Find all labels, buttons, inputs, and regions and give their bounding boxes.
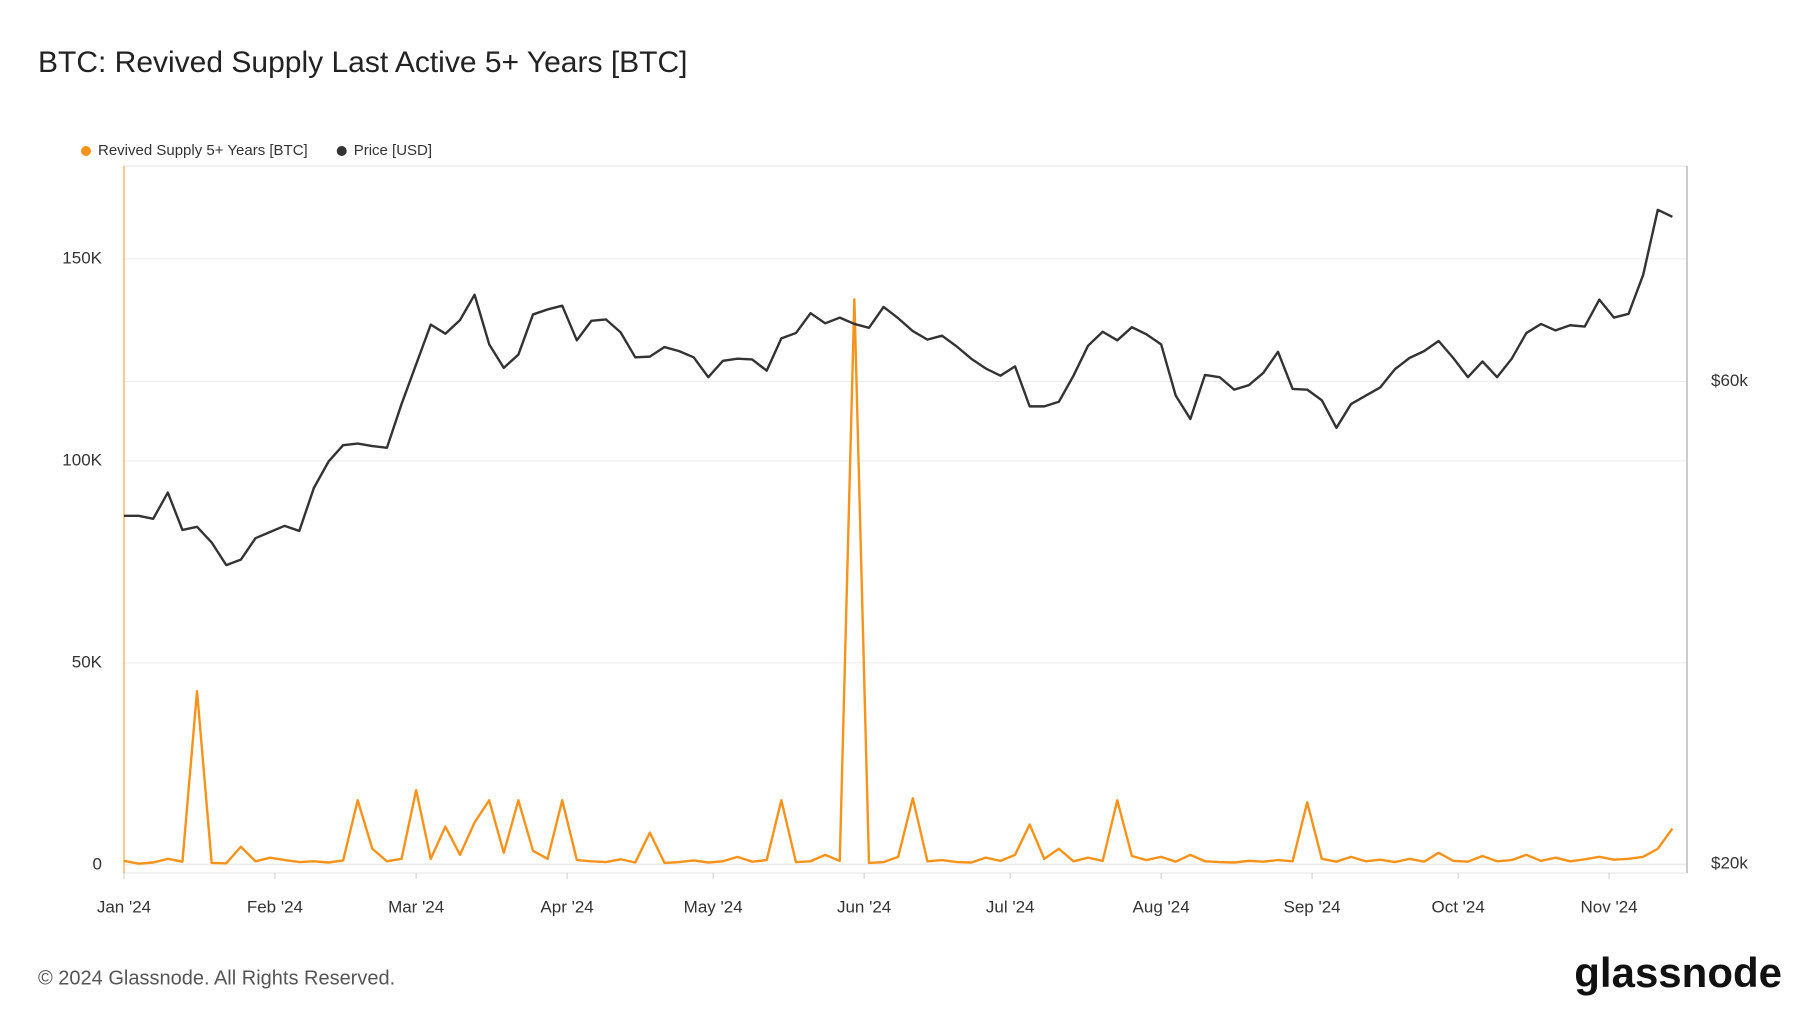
series-line	[123, 298, 1674, 865]
legend-marker	[81, 146, 91, 156]
legend-label: Price [USD]	[354, 142, 432, 159]
x-tick-label: May '24	[684, 897, 743, 916]
x-tick-label: Oct '24	[1431, 897, 1484, 916]
y2-tick-label: $20k	[1711, 854, 1748, 873]
y-tick-label: 50K	[72, 652, 103, 671]
x-tick-label: Jun '24	[837, 897, 891, 916]
y-tick-label: 150K	[62, 248, 102, 267]
x-tick-label: Jul '24	[986, 897, 1035, 916]
x-tick-label: Feb '24	[247, 897, 303, 916]
x-tick-label: Nov '24	[1581, 897, 1638, 916]
legend-label: Revived Supply 5+ Years [BTC]	[98, 142, 308, 159]
series-line	[124, 208, 1673, 567]
x-tick-label: Mar '24	[388, 897, 444, 916]
chart-title: BTC: Revived Supply Last Active 5+ Years…	[38, 46, 687, 79]
x-tick-label: Aug '24	[1133, 897, 1190, 916]
x-tick-label: Sep '24	[1284, 897, 1341, 916]
y2-tick-label: $60k	[1711, 371, 1748, 390]
footer: © 2024 Glassnode. All Rights Reserved.	[38, 967, 395, 989]
y-tick-label: 100K	[62, 450, 102, 469]
plot-frame	[123, 165, 1688, 874]
x-tick-label: Jan '24	[97, 897, 151, 916]
legend-marker	[336, 146, 347, 156]
y-tick-label: 0	[93, 854, 102, 873]
brand-logo: glassnode	[1574, 949, 1782, 996]
x-tick-label: Apr '24	[540, 897, 593, 916]
